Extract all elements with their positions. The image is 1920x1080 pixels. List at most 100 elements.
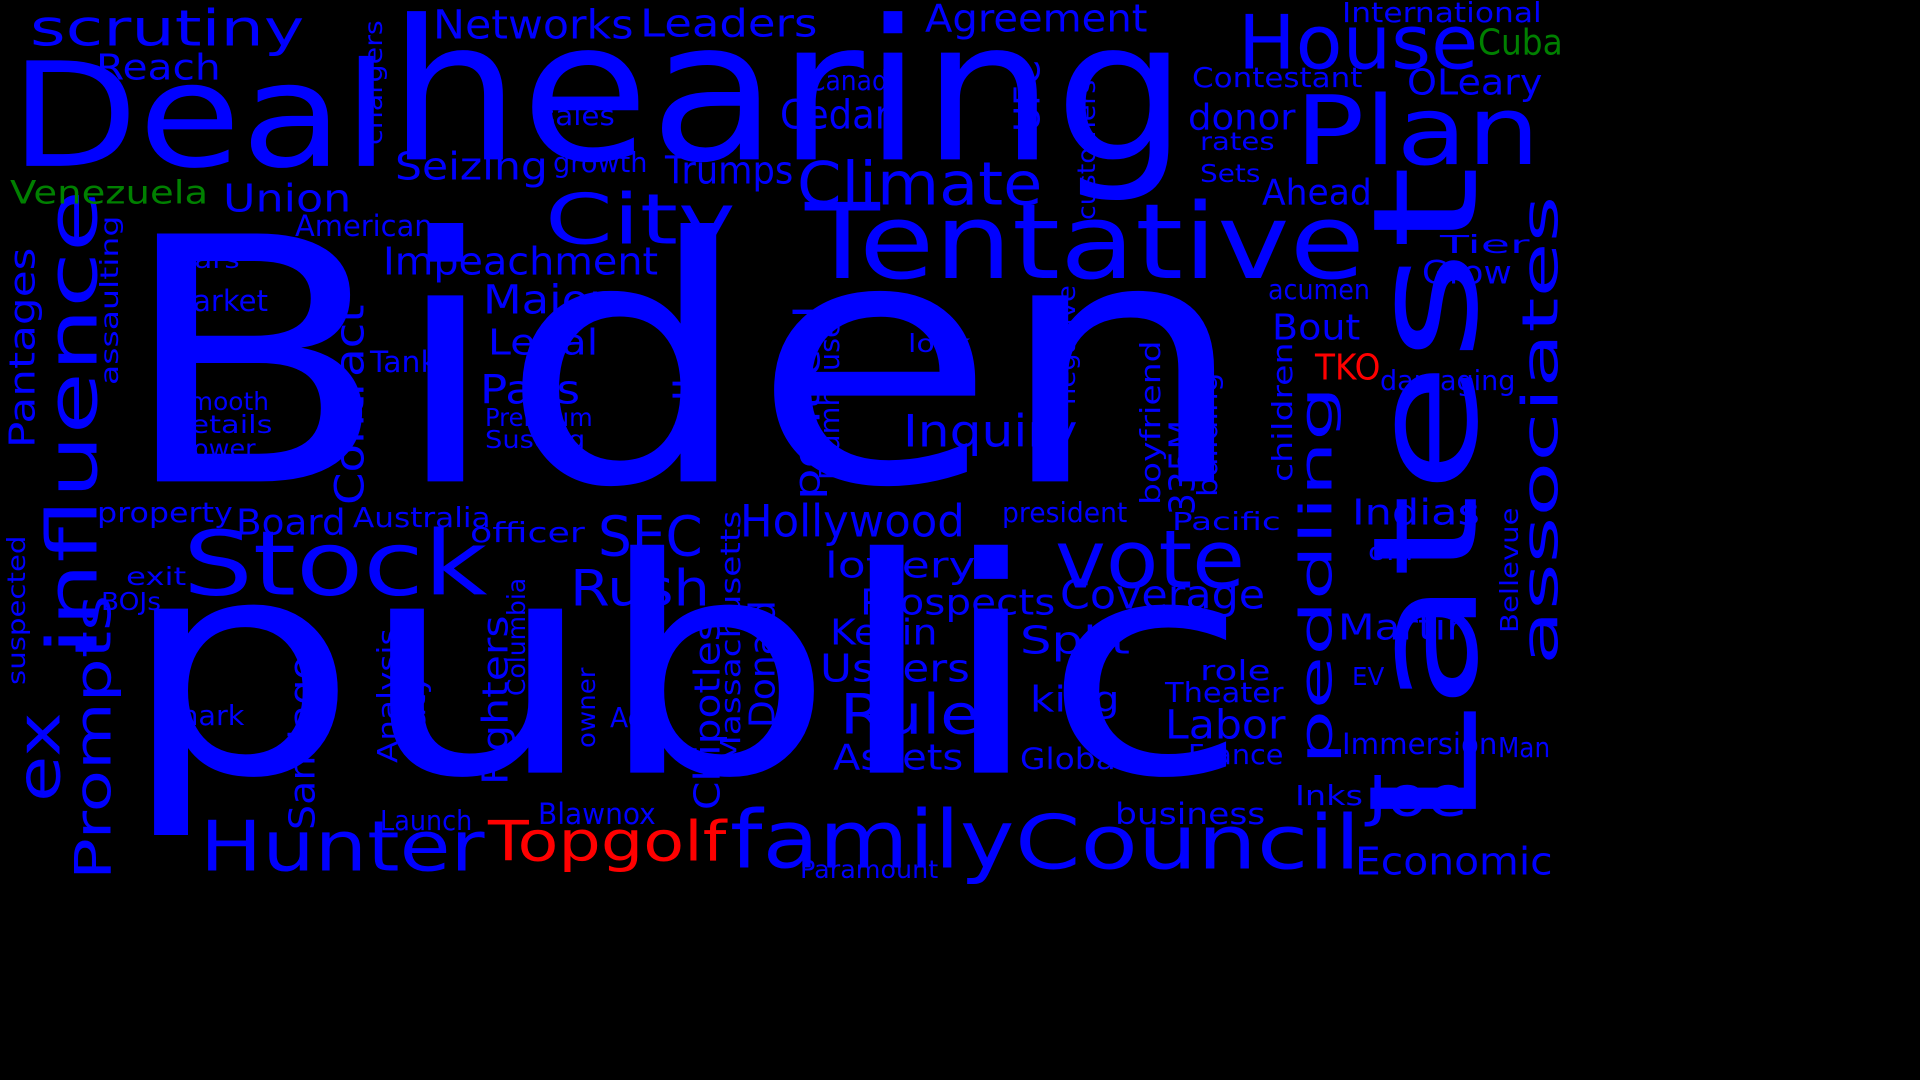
word-tier: Tier [1440, 229, 1530, 260]
word-family: family [730, 792, 1015, 887]
word-indias: Indias [1352, 491, 1480, 534]
word-sales: sales [540, 99, 615, 133]
word-prompts: Prompts [65, 594, 124, 880]
word-topgolf: Topgolf [488, 810, 727, 875]
word-look: look [908, 328, 971, 359]
word-role: role [1200, 654, 1271, 688]
word-public: public [120, 494, 1250, 845]
word-santiago: Santiago [281, 655, 324, 830]
word-martin: Martin [1338, 606, 1474, 649]
word-growth: growth [553, 146, 648, 180]
word-rush: Rush [570, 560, 710, 619]
word-smooth: smooth [176, 386, 269, 417]
word-international: International [1342, 0, 1542, 30]
word-king: king [1030, 678, 1120, 721]
word-biden: Biden [118, 166, 1248, 563]
word-ahead: Ahead [1262, 171, 1372, 214]
word-prospects: Prospects [860, 581, 1056, 624]
word-council: Council [1015, 798, 1361, 887]
word-impeachment: Impeachment [383, 239, 659, 285]
word-split: Split [1020, 618, 1130, 664]
word-labor: Labor [1165, 701, 1286, 749]
word-pacific: Pacific [1172, 506, 1281, 537]
word-coverage: Coverage [1060, 571, 1266, 619]
word-cedar: Cedar [780, 91, 890, 139]
word-chargers: chargers [358, 20, 389, 145]
word-sets: Sets [1200, 158, 1261, 189]
word-union: Union [223, 176, 352, 222]
word-blumhouse: Blumhouse [813, 320, 847, 480]
word-suspected: suspected [1, 535, 32, 685]
word-inks: Inks [1295, 779, 1363, 813]
word-valley: Valley [666, 324, 709, 455]
word-house: House [1238, 0, 1479, 87]
word-acumen: acumen [1268, 273, 1370, 307]
word-reach: Reach [96, 46, 221, 89]
word-ev: EV [1352, 661, 1385, 692]
word-tko: TKO [1315, 346, 1381, 389]
word-ex: ex [4, 712, 75, 802]
word-katy: Katy [399, 674, 433, 750]
word-ufc: UFC [1006, 60, 1049, 132]
word-hunter: Hunter [200, 805, 485, 888]
word-blawnox: Blawnox [538, 796, 656, 832]
word-france: France [1188, 738, 1284, 772]
word-bout: Bout [1272, 306, 1361, 349]
word-leaders: Leaders [640, 1, 818, 47]
word-board: Board [236, 501, 346, 544]
word-american: American [295, 208, 433, 244]
word-economic: Economic [1355, 839, 1553, 885]
word-building: building [1191, 372, 1225, 497]
word-property: property [97, 496, 233, 530]
word-legal: Legal [488, 321, 599, 364]
word-tentative: Tentative [805, 180, 1366, 304]
word-susong: Susong [485, 424, 586, 455]
word-donor: donor [1188, 96, 1296, 139]
word-assets: Assets [833, 736, 964, 779]
word-deal: Deal [10, 32, 390, 201]
word-hearing: hearing [388, 0, 1188, 206]
word-vote: vote [1055, 512, 1246, 607]
word-inquiry: Inquiry [903, 405, 1078, 459]
word-theater: Theater [1165, 676, 1284, 710]
word-children: children [1266, 342, 1300, 482]
word-pantages: Pantages [1, 247, 44, 448]
word-tower: tower [183, 433, 256, 464]
word-cars: cars [178, 244, 240, 275]
word-cuba: Cuba [1478, 21, 1563, 64]
word-oleary: OLeary [1407, 61, 1543, 104]
word-trumps: Trumps [665, 148, 794, 194]
word-seizing: Seizing [395, 144, 548, 190]
word-tank: Tank [370, 344, 438, 380]
word-negative: negative [1051, 285, 1082, 405]
word-shark: Shark [162, 699, 245, 733]
word-immersion: Immersion [1342, 726, 1498, 762]
word-damaging: damaging [1380, 364, 1516, 398]
word-australia: Australia [353, 501, 491, 535]
word-president: president [1002, 496, 1128, 530]
word-paramount: Paramount [800, 854, 939, 885]
word-venezuela: Venezuela [10, 174, 209, 213]
word-global: Global [1020, 741, 1125, 777]
word-rates: rates [1200, 126, 1275, 157]
word-contestant: Contestant [1192, 61, 1363, 95]
word-customers: customers [1071, 79, 1102, 220]
word-grow: Grow [1422, 254, 1512, 293]
word-owner: owner [571, 667, 602, 748]
word-associates: associates [1512, 195, 1571, 665]
word-old: old [1368, 536, 1414, 567]
word-agreement: Agreement [925, 0, 1148, 42]
word-networks: Networks [433, 1, 634, 49]
word-hollywood: Hollywood [740, 495, 965, 549]
word-pass: Pass [480, 366, 581, 414]
word-man: Man [1498, 731, 1551, 765]
word-premium: Premium [485, 402, 593, 433]
word-stock: Stock [183, 512, 488, 617]
word-assaulting: assaulting [94, 215, 125, 385]
word-ad: Ad [610, 701, 645, 735]
word-kevin: Kevin [830, 611, 938, 654]
word-plan: Plan [1295, 76, 1541, 188]
word-contract: Contract [326, 304, 374, 505]
word-launch: Launch [380, 804, 473, 838]
